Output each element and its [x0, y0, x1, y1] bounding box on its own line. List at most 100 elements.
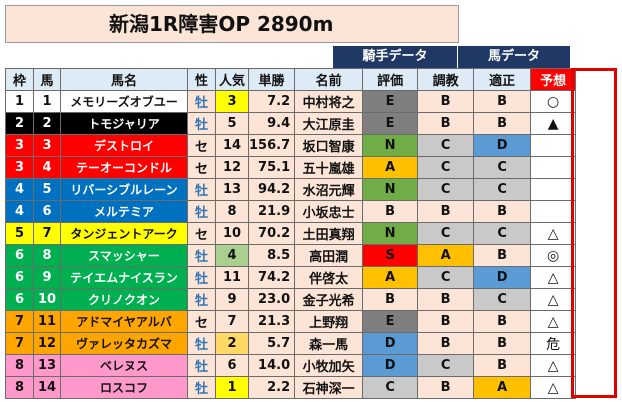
- evaluation-cell: N: [362, 178, 419, 201]
- col-training: 調教: [417, 68, 475, 91]
- evaluation-cell: E: [362, 90, 419, 113]
- waku-cell: 5: [5, 222, 34, 245]
- horse-name-cell: スマッシャー: [60, 244, 188, 267]
- waku-cell: 6: [5, 266, 34, 289]
- sex-cell: 牡: [187, 354, 216, 377]
- sex-cell: 牡: [187, 288, 216, 311]
- table-row: 8 13 ベレヌス牡 6 14.0 小牧加矢 D C B △: [5, 354, 577, 377]
- training-cell: B: [417, 90, 475, 113]
- umaban-cell: 2: [33, 112, 61, 135]
- aptitude-cell: D: [473, 134, 532, 157]
- sex-cell: 牡: [187, 200, 216, 223]
- horse-name-cell: ベレヌス: [60, 354, 188, 377]
- table-row: 4 6 メルテミア牡 8 21.9 小坂忠士 B B B: [5, 200, 577, 223]
- odds-cell: 94.2: [247, 178, 296, 201]
- table-row: 6 9 テイエムナイスラン牡 11 74.2 伴啓太 A C D △: [5, 266, 577, 289]
- aptitude-cell: C: [473, 178, 532, 201]
- col-odds: 単勝: [247, 68, 296, 91]
- aptitude-cell: C: [473, 288, 532, 311]
- sex-cell: セ: [187, 310, 216, 333]
- sex-cell: 牡: [187, 178, 216, 201]
- prediction-cell: [530, 134, 577, 157]
- aptitude-cell: B: [473, 310, 532, 333]
- odds-cell: 156.7: [247, 134, 296, 157]
- evaluation-cell: C: [362, 376, 419, 399]
- jockey-name-cell: 土田真翔: [294, 222, 364, 245]
- training-cell: B: [417, 310, 475, 333]
- odds-cell: 70.2: [247, 222, 296, 245]
- training-cell: C: [417, 222, 475, 245]
- waku-cell: 3: [5, 156, 34, 179]
- prediction-cell: △: [530, 376, 577, 399]
- aptitude-cell: B: [473, 200, 532, 223]
- training-cell: C: [417, 178, 475, 201]
- popularity-cell: 11: [215, 266, 249, 289]
- table-row: 1 1 メモリーズオブユー牡 3 7.2 中村将之 E B B ○: [5, 90, 577, 113]
- umaban-cell: 13: [33, 354, 61, 377]
- odds-cell: 75.1: [247, 156, 296, 179]
- popularity-cell: 8: [215, 200, 249, 223]
- prediction-cell: ▲: [530, 112, 577, 135]
- waku-cell: 6: [5, 244, 34, 267]
- jockey-name-cell: 森一馬: [294, 332, 364, 355]
- jockey-name-cell: 小牧加矢: [294, 354, 364, 377]
- popularity-cell: 5: [215, 112, 249, 135]
- aptitude-cell: B: [473, 90, 532, 113]
- col-horse-name: 馬名: [60, 68, 188, 91]
- umaban-cell: 11: [33, 310, 61, 333]
- umaban-cell: 12: [33, 332, 61, 355]
- horse-name-cell: ロスコフ: [60, 376, 188, 399]
- umaban-cell: 6: [33, 200, 61, 223]
- horse-name-cell: アドマイヤアルバ: [60, 310, 188, 333]
- prediction-cell: [530, 200, 577, 223]
- training-cell: B: [417, 376, 475, 399]
- jockey-name-cell: 水沼元輝: [294, 178, 364, 201]
- umaban-cell: 9: [33, 266, 61, 289]
- popularity-cell: 14: [215, 134, 249, 157]
- evaluation-cell: A: [362, 266, 419, 289]
- prediction-cell: 危: [530, 332, 577, 355]
- jockey-name-cell: 金子光希: [294, 288, 364, 311]
- sex-cell: 牡: [187, 376, 216, 399]
- waku-cell: 6: [5, 288, 34, 311]
- table-row: 2 2 トモジャリア牡 5 9.4 大江原圭 E B B ▲: [5, 112, 577, 135]
- popularity-cell: 3: [215, 90, 249, 113]
- prediction-cell: [530, 178, 577, 201]
- col-prediction: 予想: [530, 68, 577, 91]
- waku-cell: 8: [5, 376, 34, 399]
- evaluation-cell: D: [362, 332, 419, 355]
- waku-cell: 4: [5, 200, 34, 223]
- col-evaluation: 評価: [362, 68, 419, 91]
- popularity-cell: 7: [215, 310, 249, 333]
- waku-cell: 3: [5, 134, 34, 157]
- umaban-cell: 4: [33, 156, 61, 179]
- horse-name-cell: トモジャリア: [60, 112, 188, 135]
- prediction-cell: ◎: [530, 244, 577, 267]
- popularity-cell: 4: [215, 244, 249, 267]
- popularity-cell: 13: [215, 178, 249, 201]
- popularity-cell: 2: [215, 332, 249, 355]
- jockey-name-cell: 五十嵐雄: [294, 156, 364, 179]
- evaluation-cell: N: [362, 222, 419, 245]
- training-cell: C: [417, 354, 475, 377]
- popularity-cell: 6: [215, 354, 249, 377]
- horse-name-cell: メルテミア: [60, 200, 188, 223]
- waku-cell: 2: [5, 112, 34, 135]
- odds-cell: 23.0: [247, 288, 296, 311]
- popularity-cell: 9: [215, 288, 249, 311]
- evaluation-cell: N: [362, 134, 419, 157]
- prediction-cell: △: [530, 310, 577, 333]
- race-table: 枠 馬 馬名 性 人気 単勝 名前 評価 調教 適正 予想 1 1 メモリーズオブユ…: [5, 68, 577, 399]
- aptitude-cell: A: [473, 376, 532, 399]
- header-row: 枠 馬 馬名 性 人気 単勝 名前 評価 調教 適正 予想: [5, 68, 577, 91]
- aptitude-cell: B: [473, 112, 532, 135]
- prediction-cell: ○: [530, 90, 577, 113]
- popularity-cell: 12: [215, 156, 249, 179]
- jockey-name-cell: 高田潤: [294, 244, 364, 267]
- prediction-cell: △: [530, 354, 577, 377]
- jockey-name-cell: 大江原圭: [294, 112, 364, 135]
- evaluation-cell: S: [362, 244, 419, 267]
- odds-cell: 21.9: [247, 200, 296, 223]
- sex-cell: セ: [187, 156, 216, 179]
- table-row: 3 4 テーオーコンドルセ 12 75.1 五十嵐雄 A C C: [5, 156, 577, 179]
